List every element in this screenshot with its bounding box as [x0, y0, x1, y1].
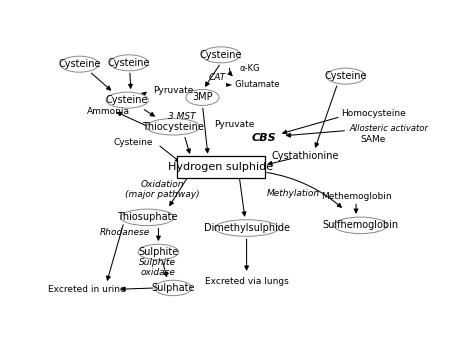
Text: Hydrogen sulphide: Hydrogen sulphide — [168, 162, 273, 172]
Ellipse shape — [201, 47, 240, 63]
Text: Oxidation
(major pathway): Oxidation (major pathway) — [125, 180, 200, 199]
Text: Rhodanese: Rhodanese — [100, 228, 150, 237]
Text: Cystathionine: Cystathionine — [272, 151, 339, 161]
Text: Thiocysteine: Thiocysteine — [142, 122, 204, 132]
FancyBboxPatch shape — [177, 156, 265, 177]
Text: Sulphite: Sulphite — [138, 247, 179, 257]
Ellipse shape — [186, 90, 219, 106]
Ellipse shape — [138, 244, 179, 260]
Text: Cysteine: Cysteine — [58, 59, 100, 69]
Text: Excreted via lungs: Excreted via lungs — [205, 277, 289, 286]
Ellipse shape — [110, 55, 148, 71]
Text: Sulphite
oxidase: Sulphite oxidase — [139, 258, 176, 277]
Text: Thiosuphate: Thiosuphate — [117, 212, 178, 222]
Text: Excreted in urine: Excreted in urine — [48, 285, 126, 294]
Ellipse shape — [334, 217, 387, 234]
Ellipse shape — [121, 209, 174, 226]
Ellipse shape — [214, 220, 279, 236]
Text: 3 MST: 3 MST — [167, 112, 195, 121]
Text: Dimethylsulphide: Dimethylsulphide — [204, 223, 290, 233]
Text: Pyruvate: Pyruvate — [214, 120, 255, 129]
Text: CAT: CAT — [209, 73, 226, 82]
Ellipse shape — [106, 92, 148, 108]
Text: Cysteine: Cysteine — [200, 50, 242, 60]
Text: Cysteine: Cysteine — [106, 95, 148, 105]
Text: Homocysteine: Homocysteine — [341, 109, 406, 118]
Text: Allosteric activator: Allosteric activator — [349, 125, 428, 134]
Text: Cysteine: Cysteine — [108, 58, 150, 68]
Text: ► Glutamate: ► Glutamate — [227, 80, 280, 89]
Text: Pyruvate: Pyruvate — [153, 85, 193, 94]
Text: Sulphate: Sulphate — [151, 283, 195, 293]
Text: Cysteine: Cysteine — [325, 71, 367, 81]
Text: CBS: CBS — [252, 133, 276, 143]
Ellipse shape — [155, 280, 191, 296]
Text: SAMe: SAMe — [360, 135, 386, 144]
Text: Methemoglobin: Methemoglobin — [321, 192, 392, 201]
Ellipse shape — [60, 56, 99, 72]
Text: Cysteine: Cysteine — [113, 138, 153, 147]
Text: Ammonia: Ammonia — [87, 107, 130, 116]
Text: Sulfhemoglobin: Sulfhemoglobin — [322, 220, 399, 230]
Text: 3MP: 3MP — [192, 92, 213, 102]
Ellipse shape — [146, 119, 200, 135]
Text: α-KG: α-KG — [239, 64, 260, 73]
Text: Methylation: Methylation — [267, 189, 320, 198]
Ellipse shape — [327, 68, 365, 84]
